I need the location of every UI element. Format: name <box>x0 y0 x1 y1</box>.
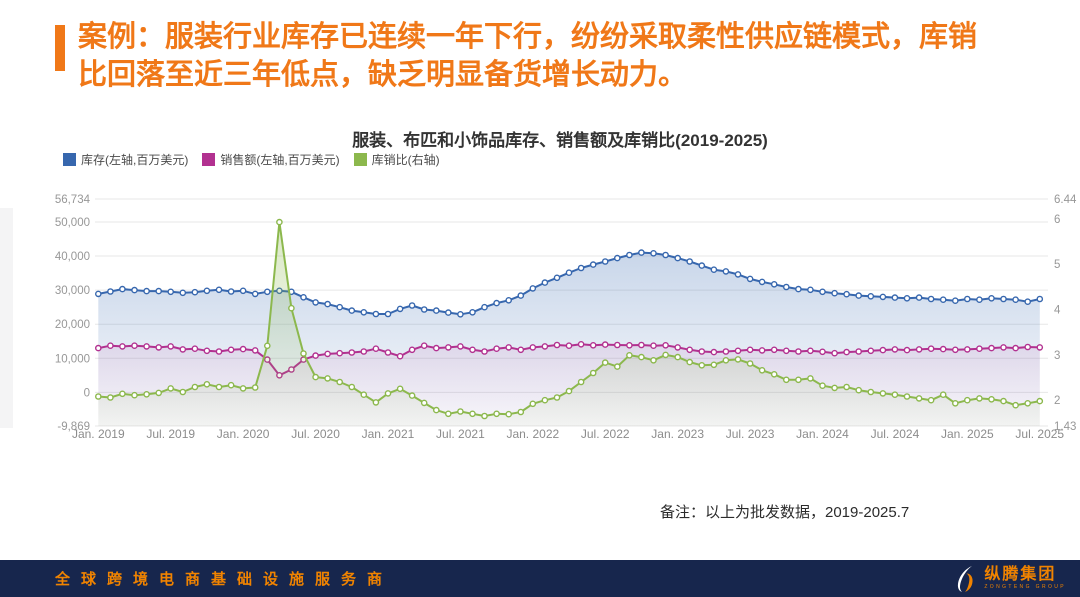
headline-block: 案例：服装行业库存已连续一年下行，纷纷采取柔性供应链模式，库销比回落至近三年低点… <box>55 18 996 94</box>
svg-text:30,000: 30,000 <box>55 285 90 297</box>
slide-title: 案例：服装行业库存已连续一年下行，纷纷采取柔性供应链模式，库销比回落至近三年低点… <box>78 21 978 91</box>
zongteng-swoosh-icon <box>958 565 973 592</box>
sales-swatch-icon <box>202 153 216 166</box>
footer-bar: 全球跨境电商基础设施服务商 纵腾集团 ZONGTENG GROUP <box>0 560 1080 597</box>
svg-text:56,734: 56,734 <box>55 194 91 206</box>
svg-text:6.44: 6.44 <box>1054 194 1077 206</box>
logo-text-cn: 纵腾集团 <box>984 566 1057 583</box>
data-note: 备注：以上为批发数据，2019-2025.7 <box>660 504 910 521</box>
legend-item-ratio: 库销比(右轴) <box>353 151 440 168</box>
svg-text:Jan. 2021: Jan. 2021 <box>362 427 415 441</box>
svg-text:Jan. 2019: Jan. 2019 <box>72 427 125 441</box>
svg-text:50,000: 50,000 <box>55 217 90 229</box>
svg-text:40,000: 40,000 <box>55 251 90 263</box>
svg-text:Jul. 2022: Jul. 2022 <box>581 427 630 441</box>
legend-label-inventory: 库存(左轴,百万美元) <box>81 153 189 167</box>
svg-text:1.43: 1.43 <box>1054 421 1076 433</box>
svg-text:Jul. 2025: Jul. 2025 <box>1015 427 1064 441</box>
svg-text:10,000: 10,000 <box>55 353 90 365</box>
svg-text:Jul. 2020: Jul. 2020 <box>291 427 340 441</box>
svg-text:-9,869: -9,869 <box>57 421 90 433</box>
svg-text:Jan. 2020: Jan. 2020 <box>217 427 270 441</box>
legend-label-sales: 销售额(左轴,百万美元) <box>220 153 340 167</box>
legend-label-ratio: 库销比(右轴) <box>371 153 440 167</box>
chart-svg: 56,734 50,000 40,000 30,000 20,000 10,000 0 -9,… <box>55 194 1077 441</box>
svg-text:4: 4 <box>1054 305 1061 317</box>
logo-text-en: ZONGTENG GROUP <box>984 584 1066 590</box>
svg-text:Jan. 2023: Jan. 2023 <box>651 427 704 441</box>
footer-tagline: 全球跨境电商基础设施服务商 <box>55 571 394 588</box>
svg-text:Jan. 2022: Jan. 2022 <box>506 427 559 441</box>
legend-item-inventory: 库存(左轴,百万美元) <box>63 151 188 168</box>
headline-accent-bar <box>55 25 65 71</box>
inventory-swatch-icon <box>63 153 76 166</box>
svg-text:6: 6 <box>1054 214 1060 226</box>
chart-title: 服装、布匹和小饰品库存、销售额及库销比(2019-2025) <box>352 131 768 150</box>
svg-text:Jul. 2024: Jul. 2024 <box>871 427 920 441</box>
ratio-swatch-icon <box>353 153 367 166</box>
company-logo: 纵腾集团 ZONGTENG GROUP <box>952 565 1066 593</box>
pasted-image-edge <box>0 208 13 428</box>
svg-text:2: 2 <box>1054 395 1060 407</box>
svg-text:Jan. 2024: Jan. 2024 <box>796 427 849 441</box>
svg-text:Jul. 2019: Jul. 2019 <box>146 427 195 441</box>
svg-text:5: 5 <box>1054 259 1060 271</box>
chart-legend: 库存(左轴,百万美元) 销售额(左轴,百万美元) 库销比(右轴) <box>63 151 440 168</box>
svg-text:20,000: 20,000 <box>55 319 90 331</box>
svg-text:Jul. 2021: Jul. 2021 <box>436 427 485 441</box>
chart-plot: 56,734 50,000 40,000 30,000 20,000 10,000 0 -9,… <box>55 194 1077 441</box>
svg-text:3: 3 <box>1054 350 1060 362</box>
svg-text:Jan. 2025: Jan. 2025 <box>941 427 994 441</box>
svg-text:0: 0 <box>84 387 90 399</box>
svg-text:Jul. 2023: Jul. 2023 <box>726 427 775 441</box>
legend-item-sales: 销售额(左轴,百万美元) <box>202 151 340 168</box>
